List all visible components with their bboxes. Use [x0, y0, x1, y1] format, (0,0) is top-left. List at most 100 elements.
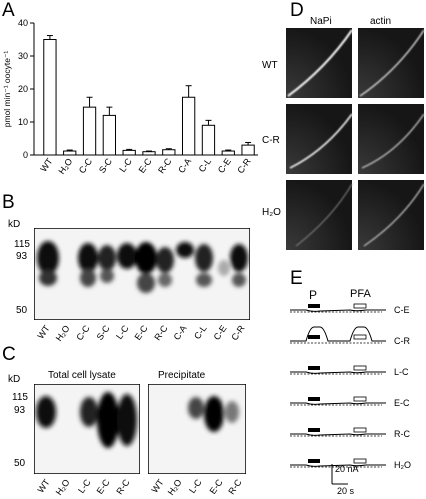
x-tick-label: C-A — [176, 156, 193, 174]
blot-c-marker-50: 50 — [14, 458, 26, 469]
bar-chart: 0 10 20 30 40 pmol min⁻¹ oocyte⁻¹ WT H₂O C-C S-C L… — [2, 18, 258, 176]
lane-label: WT — [149, 477, 166, 495]
p-application-bar — [308, 366, 320, 370]
lane-label: R-C — [226, 477, 244, 496]
lane-label: L-C — [187, 477, 204, 495]
p-application-bar — [308, 335, 320, 339]
blot-c-lane-labels: WT H₂O L-C E-C R-C WT H₂O L-C E-C R-C — [35, 477, 244, 497]
trace-label: E-C — [394, 398, 410, 408]
lane-label: C-E — [212, 323, 229, 341]
blot-b-marker-115: 115 — [14, 239, 30, 250]
pfa-application-bar — [353, 396, 367, 402]
blot-c-precipitate-image — [148, 384, 246, 474]
current-trace — [290, 402, 386, 405]
x-tick-label: E-C — [137, 156, 154, 175]
blot-b-kd-label: kD — [8, 219, 21, 230]
y-tick-label: 0 — [23, 150, 28, 160]
bar — [122, 149, 136, 156]
micro-row-h2o: H₂O — [262, 207, 281, 218]
lane-label: H₂O — [54, 323, 72, 343]
micro-h2o-actin — [358, 180, 424, 250]
bar — [43, 39, 57, 156]
electrophysiology-traces: C-E C-R L-C E-C R-C H₂O — [290, 303, 411, 485]
trace-header-pfa: PFA — [350, 288, 371, 300]
blot-b-marker-93: 93 — [16, 251, 28, 262]
lane-label: C-R — [229, 323, 247, 342]
x-tick-label: C-E — [216, 156, 233, 174]
bar — [82, 106, 97, 156]
current-trace — [290, 433, 386, 436]
x-tick-label: C-C — [77, 156, 95, 175]
panel-a-label: A — [2, 0, 15, 21]
lane-label: H₂O — [54, 477, 72, 497]
lane-label: WT — [35, 323, 52, 341]
pfa-application-bar — [353, 365, 367, 371]
scale-time-label: 20 s — [337, 486, 355, 496]
bar — [142, 151, 156, 156]
blot-c-marker-93: 93 — [14, 405, 26, 416]
blot-c-marker-115: 115 — [12, 392, 28, 403]
lane-label: WT — [35, 477, 52, 495]
x-tick-label: C-R — [235, 156, 253, 175]
bar — [162, 149, 176, 156]
lane-label: L-C — [76, 477, 93, 495]
lane-label: S-C — [95, 323, 112, 342]
panel-c-label: C — [2, 344, 16, 365]
bar — [102, 114, 117, 156]
micro-wt-actin — [358, 28, 424, 98]
pfa-application-bar — [353, 334, 367, 340]
lane-label: C-C — [74, 323, 92, 342]
lane-label: H₂O — [166, 477, 184, 497]
y-tick-label: 40 — [18, 18, 28, 28]
current-trace — [290, 309, 386, 312]
micro-cr-actin — [358, 104, 424, 174]
trace-label: C-R — [394, 336, 410, 346]
blot-c-title-precipitate: Precipitate — [158, 370, 206, 381]
lane-label: E-C — [133, 323, 150, 342]
p-application-bar — [308, 428, 320, 432]
micrograph-grid — [286, 28, 425, 250]
lane-label: E-C — [208, 477, 225, 496]
trace-label: C-E — [394, 305, 410, 315]
x-tick-label: H₂O — [56, 156, 74, 176]
y-axis-label: pmol min⁻¹ oocyte⁻¹ — [2, 51, 12, 128]
lane-label: E-C — [95, 477, 112, 496]
trace-header-p: P — [309, 288, 318, 302]
pfa-application-bar — [353, 458, 367, 464]
blot-c-title-lysate: Total cell lysate — [48, 370, 116, 381]
bar — [63, 150, 77, 156]
bar — [221, 150, 235, 156]
blot-b-lane-labels: WT H₂O C-C S-C L-C E-C R-C C-A C-L C-E C-R — [35, 323, 247, 343]
lane-label: L-C — [114, 323, 131, 341]
panel-d-label: D — [290, 0, 304, 21]
panel-e-label: E — [290, 268, 303, 289]
p-application-bar — [308, 397, 320, 401]
scale-current-label: 20 nA — [335, 464, 359, 474]
x-tick-label: WT — [38, 156, 55, 174]
trace-label: L-C — [394, 367, 409, 377]
x-tick-label: S-C — [97, 156, 114, 175]
p-application-bar — [308, 304, 320, 308]
micro-cr-napi — [286, 104, 352, 174]
y-tick-label: 10 — [18, 117, 28, 127]
lane-label: C-A — [172, 323, 189, 341]
lane-label: R-C — [152, 323, 170, 342]
pfa-application-bar — [353, 303, 367, 309]
micro-row-cr: C-R — [262, 135, 280, 146]
trace-label: H₂O — [394, 460, 411, 470]
blot-b-image — [34, 228, 250, 320]
panel-b-label: B — [2, 192, 15, 213]
blot-b-marker-50: 50 — [16, 305, 28, 316]
current-trace — [290, 464, 386, 467]
current-trace — [290, 326, 386, 342]
micro-col-napi: NaPi — [310, 16, 332, 27]
bar — [201, 124, 216, 156]
bar — [181, 96, 196, 156]
current-trace — [290, 371, 386, 374]
blot-c-lysate-image — [34, 384, 140, 474]
micro-row-wt: WT — [262, 60, 278, 71]
micro-wt-napi — [286, 28, 352, 98]
x-tick-label: R-C — [156, 156, 174, 175]
lane-label: C-L — [192, 323, 209, 341]
y-tick-label: 20 — [18, 84, 28, 94]
